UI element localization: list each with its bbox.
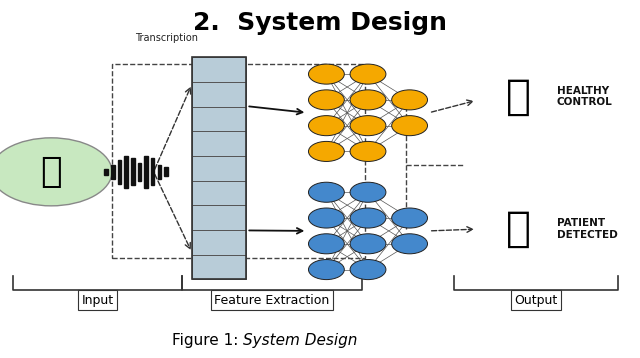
Circle shape <box>350 116 386 136</box>
Circle shape <box>0 138 112 206</box>
Circle shape <box>350 182 386 202</box>
Bar <box>192 156 246 180</box>
Circle shape <box>308 64 344 84</box>
Circle shape <box>392 234 428 254</box>
Bar <box>118 160 121 184</box>
Circle shape <box>392 208 428 228</box>
Bar <box>192 57 246 82</box>
Text: Figure 1:: Figure 1: <box>172 333 243 348</box>
Circle shape <box>350 208 386 228</box>
Text: Feature Extraction: Feature Extraction <box>214 294 330 306</box>
Bar <box>192 255 246 279</box>
Text: 2.  System Design: 2. System Design <box>193 11 447 35</box>
Bar <box>157 165 161 179</box>
Bar <box>192 230 246 255</box>
Bar <box>124 156 128 188</box>
Bar <box>192 57 246 279</box>
Text: 🧑: 🧑 <box>506 208 531 250</box>
Circle shape <box>308 182 344 202</box>
Bar <box>192 82 246 107</box>
Circle shape <box>392 116 428 136</box>
Circle shape <box>350 234 386 254</box>
Circle shape <box>308 260 344 280</box>
Text: Input: Input <box>81 294 114 306</box>
Bar <box>112 64 365 258</box>
Text: System Design: System Design <box>243 333 358 348</box>
Circle shape <box>350 90 386 110</box>
Circle shape <box>350 260 386 280</box>
Bar <box>138 163 141 181</box>
Bar <box>131 158 134 185</box>
Bar <box>111 165 115 179</box>
Text: 👧: 👧 <box>40 155 62 189</box>
Circle shape <box>308 141 344 161</box>
Bar <box>192 205 246 230</box>
Bar <box>144 156 148 188</box>
Circle shape <box>308 208 344 228</box>
Text: PATIENT
DETECTED: PATIENT DETECTED <box>557 218 618 240</box>
Circle shape <box>308 90 344 110</box>
Bar <box>192 180 246 205</box>
Circle shape <box>308 116 344 136</box>
Bar <box>192 107 246 131</box>
Text: 🧑: 🧑 <box>506 76 531 118</box>
Circle shape <box>350 141 386 161</box>
Bar <box>164 167 168 176</box>
Circle shape <box>350 64 386 84</box>
Bar <box>192 131 246 156</box>
Text: Output: Output <box>515 294 557 306</box>
Circle shape <box>308 234 344 254</box>
Bar <box>151 158 154 185</box>
Bar <box>104 169 108 175</box>
Text: Transcription: Transcription <box>135 33 198 43</box>
Circle shape <box>392 90 428 110</box>
Text: HEALTHY
CONTROL: HEALTHY CONTROL <box>557 86 612 107</box>
